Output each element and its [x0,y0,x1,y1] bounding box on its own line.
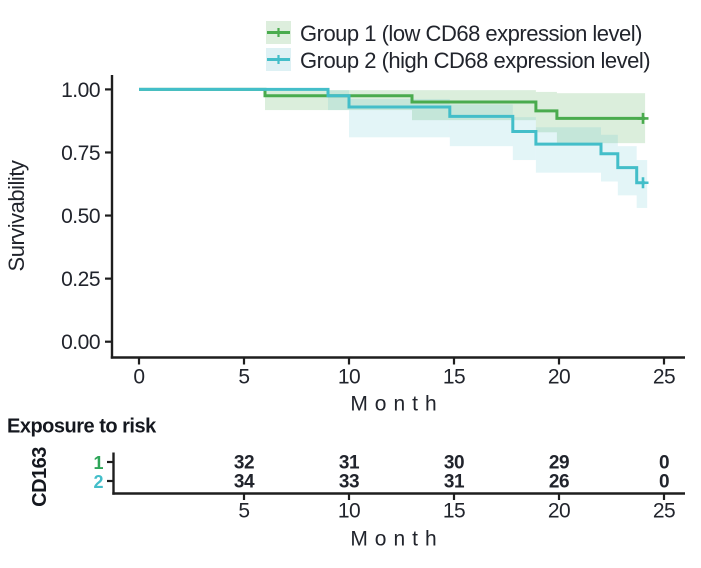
x-axis-title: Month [350,392,443,415]
x-tick-label: 0 [133,365,144,388]
main-axes [110,75,685,359]
y-axis-title: Survivability [4,160,29,271]
x-tick-label: 25 [653,365,675,388]
confidence-band-group2 [328,90,349,111]
legend: Group 1 (low CD68 expression level) Grou… [266,21,651,73]
legend-label-group2: Group 2 (high CD68 expression level) [300,48,650,73]
risk-count: 0 [659,472,669,493]
confidence-band-group2 [449,104,513,147]
y-tick-label: 0.25 [61,268,100,291]
y-tick-label: 0.50 [61,205,100,228]
y-tick-label: 1.00 [61,79,100,102]
survival-curve-group2 [139,87,646,185]
survival-curves [139,87,649,189]
risk-row-label-2: 2 [93,472,103,492]
risk-count: 0 [659,453,669,474]
confidence-band-group2 [535,127,601,173]
risk-x-tick-label: 25 [653,499,675,522]
risk-count: 30 [444,453,464,474]
censor-mark-group1 [637,112,649,124]
x-axis-ticks: 0 5 10 15 20 25 [133,357,676,388]
x-tick-label: 20 [548,365,570,388]
risk-axis-ticks: 5 10 15 20 25 [107,460,676,522]
risk-count: 26 [549,472,569,493]
risk-x-axis-title: Month [350,527,443,550]
legend-label-group1: Group 1 (low CD68 expression level) [300,21,642,46]
risk-table: Exposure to risk CD163 5 10 15 20 25 1 32 31 30… [7,416,685,550]
risk-x-tick-label: 10 [338,499,360,522]
x-tick-label: 5 [238,365,249,388]
confidence-band-group2 [349,98,450,138]
y-tick-label: 0.00 [61,331,100,354]
censor-mark-group2 [637,177,649,189]
risk-rows: 1 32 31 30 29 02 34 33 31 26 0 [93,453,669,493]
risk-count: 33 [339,472,359,493]
risk-count: 32 [234,453,254,474]
risk-count: 34 [234,472,255,493]
legend-censor-icon-group2 [274,55,283,64]
risk-x-tick-label: 20 [548,499,570,522]
survival-curve-group1 [139,87,646,120]
y-tick-label: 0.75 [61,142,100,165]
risk-count: 31 [444,472,465,493]
risk-x-tick-label: 15 [443,499,465,522]
legend-censor-icon-group1 [274,28,283,37]
confidence-band-group2 [601,134,618,182]
risk-count: 31 [339,453,360,474]
x-tick-label: 10 [338,365,360,388]
x-tick-label: 15 [443,365,465,388]
risk-x-tick-label: 5 [238,499,249,522]
risk-count: 29 [549,453,569,474]
confidence-ribbons [265,90,648,208]
confidence-band-group2 [512,117,536,161]
risk-table-strata-label: CD163 [29,447,51,507]
risk-row-label-1: 1 [93,453,103,473]
y-axis-ticks: 1.00 0.75 0.50 0.25 0.00 [61,79,112,354]
confidence-band-group2 [617,146,637,196]
risk-table-title: Exposure to risk [7,416,157,438]
